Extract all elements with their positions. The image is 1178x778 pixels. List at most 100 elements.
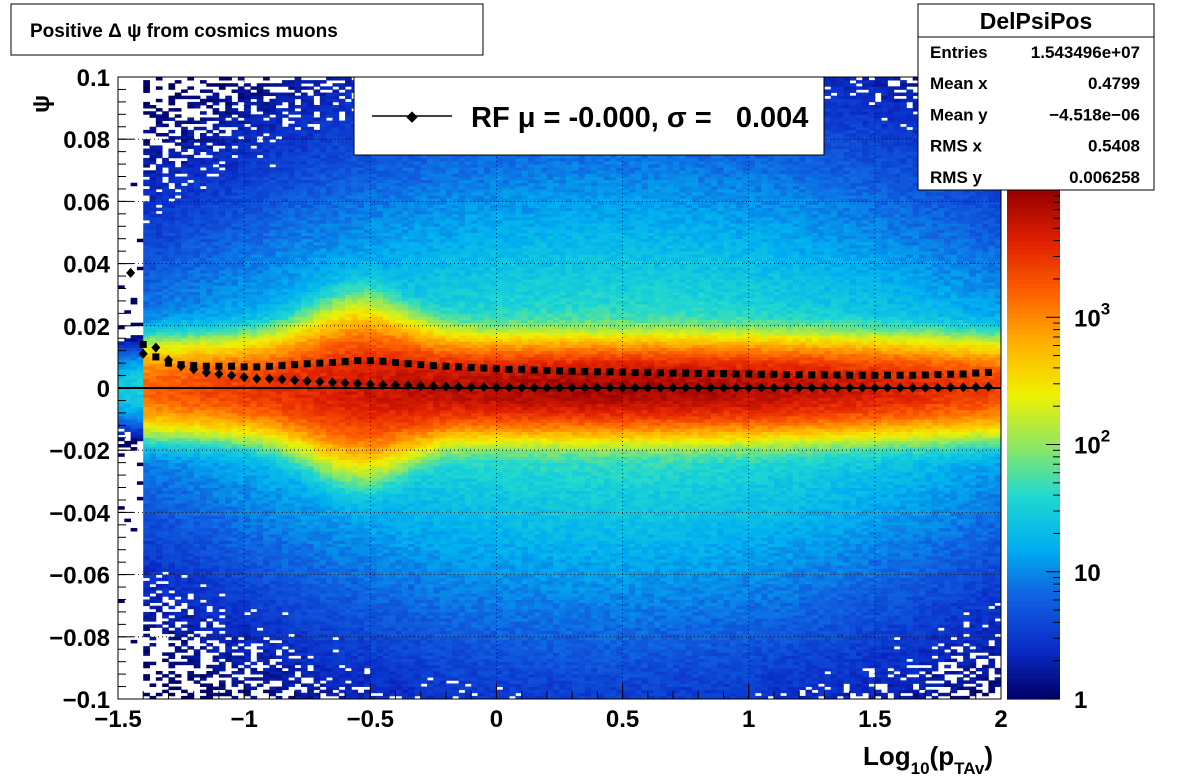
heatmap-cell — [194, 205, 201, 209]
heatmap-cell — [269, 279, 276, 283]
heatmap-cell — [162, 441, 169, 445]
heatmap-cell — [250, 260, 257, 264]
heatmap-cell — [187, 540, 194, 544]
heatmap-cell — [232, 270, 239, 274]
heatmap-cell — [213, 488, 220, 492]
heatmap-cell — [219, 680, 226, 684]
heatmap-cell — [269, 192, 276, 196]
heatmap-cell — [238, 453, 245, 457]
heatmap-cell — [181, 139, 188, 143]
heatmap-cell — [295, 643, 302, 647]
heatmap-cell — [219, 142, 226, 146]
heatmap-cell — [314, 519, 321, 523]
heatmap-cell — [282, 516, 289, 520]
heatmap-cell — [295, 254, 302, 258]
heatmap-cell — [118, 419, 125, 423]
heatmap-cell — [187, 519, 194, 523]
heatmap-cell — [187, 525, 194, 529]
heatmap-cell — [206, 295, 213, 299]
heatmap-cell — [162, 674, 169, 678]
heatmap-cell — [181, 133, 188, 137]
heatmap-cell — [156, 282, 163, 286]
heatmap-cell — [288, 643, 295, 647]
heatmap-cell — [143, 422, 150, 426]
heatmap-cell — [269, 500, 276, 504]
heatmap-cell — [168, 463, 175, 467]
heatmap-cell — [282, 201, 289, 205]
heatmap-cell — [156, 285, 163, 289]
heatmap-cell — [276, 419, 283, 423]
heatmap-cell — [187, 494, 194, 498]
heatmap-cell — [257, 584, 264, 588]
heatmap-cell — [194, 332, 201, 336]
heatmap-cell — [263, 410, 270, 414]
heatmap-cell — [244, 621, 251, 625]
heatmap-cell — [175, 357, 182, 361]
heatmap-cell — [131, 416, 138, 420]
heatmap-cell — [238, 559, 245, 563]
heatmap-cell — [263, 400, 270, 404]
heatmap-cell — [143, 453, 150, 457]
heatmap-cell — [232, 108, 239, 112]
heatmap-cell — [225, 481, 232, 485]
heatmap-cell — [131, 344, 138, 348]
heatmap-cell — [213, 99, 220, 103]
heatmap-cell — [150, 556, 157, 560]
heatmap-cell — [250, 559, 257, 563]
heatmap-cell — [175, 217, 182, 221]
heatmap-cell — [288, 391, 295, 395]
heatmap-cell — [288, 662, 295, 666]
heatmap-cell — [269, 201, 276, 205]
heatmap-cell — [187, 450, 194, 454]
heatmap-cell — [168, 584, 175, 588]
heatmap-cell — [213, 581, 220, 585]
heatmap-cell — [276, 637, 283, 641]
heatmap-cell — [257, 295, 264, 299]
heatmap-cell — [181, 208, 188, 212]
heatmap-cell — [244, 310, 251, 314]
heatmap-cell — [219, 117, 226, 121]
heatmap-cell — [288, 111, 295, 115]
heatmap-cell — [314, 631, 321, 635]
heatmap-cell — [175, 491, 182, 495]
heatmap-cell — [156, 376, 163, 380]
heatmap-cell — [187, 559, 194, 563]
heatmap-cell — [295, 603, 302, 607]
heatmap-cell — [307, 627, 314, 631]
heatmap-cell — [250, 587, 257, 591]
heatmap-cell — [181, 410, 188, 414]
heatmap-cell — [213, 637, 220, 641]
heatmap-cell — [263, 149, 270, 153]
heatmap-cell — [168, 540, 175, 544]
heatmap-cell — [295, 537, 302, 541]
heatmap-cell — [181, 220, 188, 224]
heatmap-cell — [175, 516, 182, 520]
heatmap-cell — [219, 463, 226, 467]
heatmap-cell — [282, 127, 289, 131]
heatmap-cell — [143, 139, 150, 143]
heatmap-cell — [314, 637, 321, 641]
heatmap-cell — [301, 177, 308, 181]
heatmap-cell — [137, 416, 144, 420]
heatmap-cell — [301, 472, 308, 476]
heatmap-cell — [168, 164, 175, 168]
heatmap-cell — [200, 236, 207, 240]
heatmap-cell — [143, 111, 150, 115]
heatmap-cell — [301, 344, 308, 348]
heatmap-cell — [194, 568, 201, 572]
heatmap-cell — [175, 637, 182, 641]
heatmap-cell — [232, 649, 239, 653]
heatmap-cell — [307, 553, 314, 557]
heatmap-cell — [219, 618, 226, 622]
heatmap-cell — [168, 217, 175, 221]
heatmap-cell — [213, 217, 220, 221]
heatmap-cell — [168, 671, 175, 675]
heatmap-cell — [238, 223, 245, 227]
heatmap-cell — [295, 145, 302, 149]
heatmap-cell — [219, 338, 226, 342]
heatmap-cell — [175, 276, 182, 280]
heatmap-cell — [232, 257, 239, 261]
heatmap-cell — [175, 270, 182, 274]
heatmap-cell — [225, 205, 232, 209]
heatmap-cell — [263, 416, 270, 420]
